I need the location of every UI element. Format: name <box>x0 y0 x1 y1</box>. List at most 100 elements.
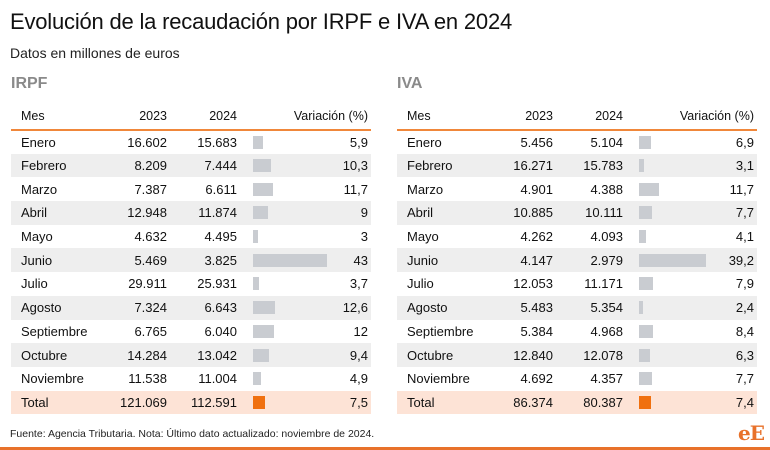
col-header-2024: 2024 <box>595 108 623 123</box>
irpf-table: Mes 2023 2024 Variación (%) Enero 16.602 1… <box>11 102 371 415</box>
value-2023-cell: 4.262 <box>520 229 553 245</box>
variation-value-cell: 9 <box>360 205 368 221</box>
variation-bar <box>639 159 645 173</box>
value-2024-cell: 25.931 <box>197 276 237 292</box>
value-2023-cell: 14.284 <box>127 347 167 363</box>
table-row: Marzo 7.387 6.611 11,7 <box>11 177 371 201</box>
month-cell: Julio <box>407 276 434 292</box>
table-row: Agosto 7.324 6.643 12,6 <box>11 295 371 320</box>
table-row: Septiembre 6.765 6.040 12 <box>11 320 371 344</box>
variation-bar <box>253 301 275 315</box>
variation-value-cell: 9,4 <box>349 347 368 363</box>
total-marker <box>639 395 651 409</box>
table-row: Mayo 4.632 4.495 3 <box>11 225 371 249</box>
month-cell: Marzo <box>407 181 444 197</box>
table-row: Abril 12.948 11.874 9 <box>11 201 371 225</box>
month-cell: Noviembre <box>21 371 84 387</box>
value-2024-cell: 11.874 <box>198 205 237 221</box>
variation-bar-cell <box>237 177 304 201</box>
variation-bar <box>253 277 260 291</box>
table-row: Junio 4.147 2.979 39,2 <box>397 248 757 273</box>
value-2024-cell: 80.387 <box>583 394 623 410</box>
total-marker <box>253 395 265 409</box>
month-cell: Agosto <box>407 300 448 316</box>
variation-bar-cell <box>237 201 304 225</box>
value-2024-cell: 5.104 <box>590 134 623 150</box>
variation-value-cell: 6,9 <box>735 134 754 150</box>
variation-bar-cell <box>623 272 690 296</box>
iva-title: IVA <box>397 75 423 92</box>
table-row: Febrero 16.271 15.783 3,1 <box>397 153 757 178</box>
month-cell: Junio <box>407 252 439 268</box>
table-row: Enero 5.456 5.104 6,9 <box>397 130 757 154</box>
value-2024-cell: 13.042 <box>197 347 237 363</box>
variation-value-cell: 12,6 <box>342 300 368 316</box>
table-row: Noviembre 11.538 11.004 4,9 <box>11 367 371 391</box>
col-header-mes: Mes <box>21 108 45 123</box>
month-cell: Junio <box>21 252 53 268</box>
variation-bar <box>253 324 274 338</box>
value-2023-cell: 7.387 <box>134 181 167 197</box>
variation-value-cell: 3 <box>360 229 368 245</box>
value-2023-cell: 10.885 <box>513 205 553 221</box>
month-cell: Abril <box>21 205 48 221</box>
value-2023-cell: 7.324 <box>134 300 167 316</box>
value-2024-cell: 6.643 <box>204 300 237 316</box>
variation-bar-cell <box>623 391 690 415</box>
table-row: Noviembre 4.692 4.357 7,7 <box>397 367 757 391</box>
bottom-divider <box>0 447 770 450</box>
variation-value-cell: 3,1 <box>735 158 754 174</box>
value-2024-cell: 112.591 <box>190 394 237 410</box>
value-2023-cell: 16.602 <box>127 134 167 150</box>
col-header-mes: Mes <box>407 108 431 123</box>
variation-bar <box>639 182 660 196</box>
variation-bar <box>639 301 644 315</box>
value-2024-cell: 3.825 <box>204 252 237 268</box>
value-2023-cell: 6.765 <box>134 323 167 339</box>
variation-value-cell: 7,4 <box>735 394 754 410</box>
value-2024-cell: 11.004 <box>198 371 237 387</box>
variation-bar <box>253 230 259 244</box>
variation-bar-cell <box>237 130 304 154</box>
variation-value-cell: 7,7 <box>735 371 754 387</box>
value-2024-cell: 2.979 <box>590 252 623 268</box>
table-header-row: Mes 2023 2024 Variación (%) <box>11 102 371 130</box>
month-cell: Noviembre <box>407 371 470 387</box>
value-2023-cell: 16.271 <box>513 158 553 174</box>
variation-bar-cell <box>623 130 690 154</box>
variation-bar-cell <box>237 154 304 178</box>
variation-bar-cell <box>623 343 690 367</box>
value-2024-cell: 4.968 <box>590 323 623 339</box>
col-header-2024: 2024 <box>209 108 237 123</box>
value-2023-cell: 5.456 <box>520 134 553 150</box>
variation-bar-cell <box>237 225 304 249</box>
col-header-2023: 2023 <box>139 108 167 123</box>
variation-value-cell: 43 <box>353 252 368 268</box>
variation-value-cell: 11,7 <box>343 181 368 197</box>
value-2024-cell: 11.171 <box>584 276 623 292</box>
variation-value-cell: 7,7 <box>735 205 754 221</box>
month-cell: Septiembre <box>21 323 88 339</box>
variation-bar <box>253 182 274 196</box>
value-2024-cell: 4.357 <box>590 371 623 387</box>
variation-bar <box>253 372 262 386</box>
month-cell: Octubre <box>21 347 68 363</box>
variation-bar <box>639 135 651 149</box>
irpf-title: IRPF <box>11 75 48 92</box>
variation-bar-cell <box>237 343 304 367</box>
table-row: Septiembre 5.384 4.968 8,4 <box>397 320 757 344</box>
variation-bar-cell <box>623 154 690 178</box>
variation-value-cell: 4,9 <box>349 371 368 387</box>
variation-value-cell: 12 <box>353 323 368 339</box>
col-header-2023: 2023 <box>525 108 553 123</box>
variation-value-cell: 39,2 <box>728 252 754 268</box>
variation-bar-cell <box>623 248 707 272</box>
variation-value-cell: 5,9 <box>349 134 368 150</box>
table-row: Junio 5.469 3.825 43 <box>11 248 371 273</box>
month-cell: Enero <box>407 134 442 150</box>
table-row: Agosto 5.483 5.354 2,4 <box>397 295 757 320</box>
table-row: Febrero 8.209 7.444 10,3 <box>11 153 371 178</box>
table-row: Julio 12.053 11.171 7,9 <box>397 272 757 296</box>
variation-bar <box>253 348 270 362</box>
iva-panel: IVA Mes 2023 2024 Variación (%) Enero 5.4… <box>397 72 757 415</box>
